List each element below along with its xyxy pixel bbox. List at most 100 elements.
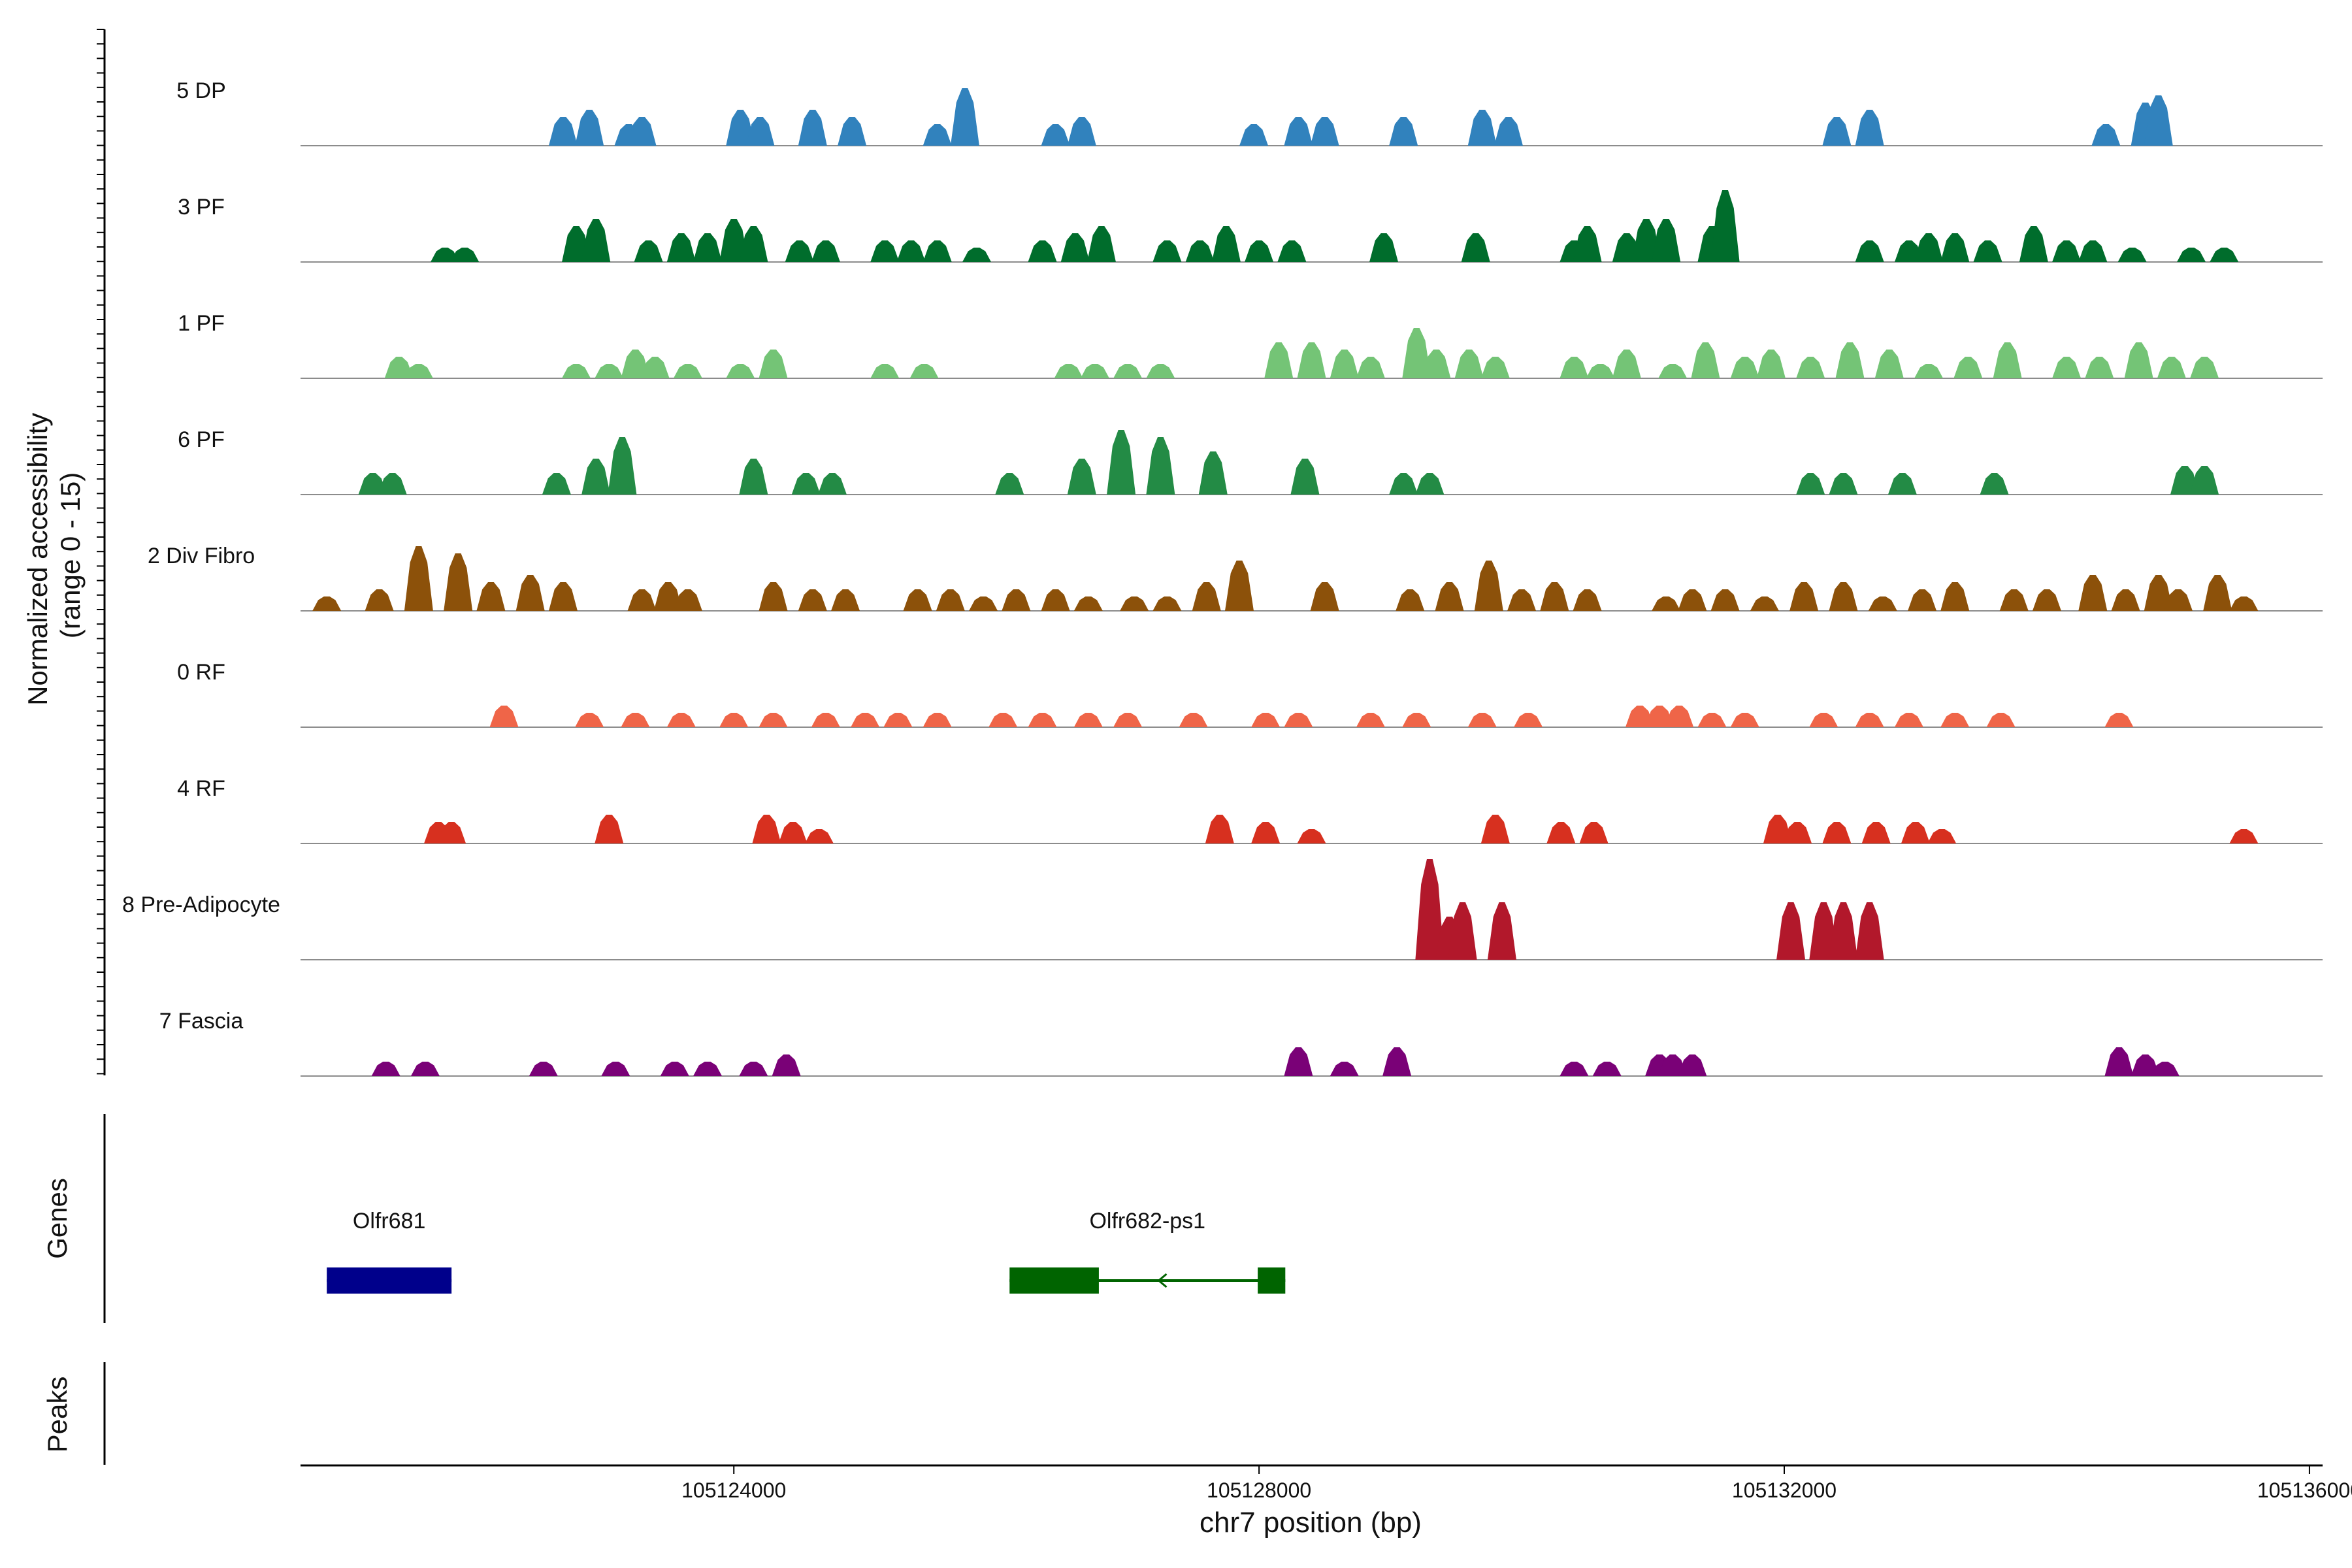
coverage-peak — [1224, 561, 1254, 611]
coverage-peak — [1067, 459, 1096, 495]
track-label: 0 RF — [177, 660, 225, 685]
track-label: 2 Div Fibro — [148, 544, 255, 568]
coverage-peak — [1474, 561, 1503, 611]
coverage-peak — [2078, 575, 2108, 611]
coverage-peak — [962, 248, 992, 262]
coverage-peak — [870, 240, 900, 262]
coverage-peak — [1310, 117, 1339, 146]
coverage-peak — [1763, 815, 1792, 843]
coverage-peak — [791, 473, 821, 495]
coverage-peak — [312, 596, 342, 611]
coverage-peak — [1573, 226, 1602, 262]
coverage-peak — [666, 713, 696, 727]
coverage-peak — [1914, 233, 1944, 262]
coverage-peak — [431, 248, 460, 262]
coverage-peak — [1028, 713, 1057, 727]
coverage-peak — [1192, 582, 1221, 611]
coverage-peak — [1868, 596, 1897, 611]
coverage-peak — [1901, 822, 1930, 843]
coverage-peak — [1120, 596, 1149, 611]
coverage-peak — [1829, 902, 1858, 960]
coverage-peak — [772, 1054, 801, 1076]
coverage-peak — [1678, 589, 1707, 611]
coverage-peak — [1284, 1047, 1313, 1076]
coverage-peak — [798, 589, 827, 611]
coverage-peak — [1789, 582, 1819, 611]
coverage-peak — [1415, 473, 1445, 495]
coverage-peak — [581, 219, 611, 262]
genes-panel-label: Genes — [42, 1178, 73, 1259]
track-label: 7 Fascia — [159, 1009, 244, 1034]
coverage-peak — [378, 473, 407, 495]
coverage-peak — [627, 117, 657, 146]
coverage-peak — [575, 110, 604, 146]
coverage-peak — [581, 459, 611, 495]
coverage-peak — [785, 240, 814, 262]
coverage-peak — [2131, 1054, 2160, 1076]
coverage-peak — [1514, 713, 1543, 727]
coverage-peak — [1710, 190, 1740, 262]
y-axis-label-line1: Normalized accessibility — [22, 413, 53, 706]
coverage-peak — [2111, 589, 2140, 611]
coverage-peak — [693, 233, 723, 262]
coverage-peak — [1809, 713, 1838, 727]
coverage-peak — [739, 459, 768, 495]
coverage-peak — [1783, 822, 1812, 843]
x-axis-ticks: 105124000 105128000 105132000 105136000 — [681, 1465, 2352, 1502]
coverage-peak — [1612, 350, 1641, 378]
coverage-peak — [896, 240, 926, 262]
coverage-peak — [1415, 859, 1445, 960]
coverage-peak — [1710, 589, 1740, 611]
coverage-peak — [1245, 240, 1274, 262]
coverage-peak — [1297, 342, 1326, 378]
coverage-peak — [365, 589, 394, 611]
coverage-peak — [562, 364, 591, 378]
track-label: 4 RF — [177, 776, 225, 801]
coverage-peak — [969, 596, 998, 611]
coverage-peak — [1284, 117, 1313, 146]
coverage-peak — [2124, 342, 2153, 378]
coverage-peak — [627, 589, 657, 611]
coverage-peak — [1356, 713, 1385, 727]
coverage-peak — [1908, 589, 1937, 611]
coverage-peak — [666, 233, 696, 262]
coverage-peak — [2190, 466, 2219, 495]
gene-exon — [327, 1267, 452, 1294]
coverage-peak — [653, 582, 683, 611]
coverage-peak — [2032, 589, 2061, 611]
track-6: 4 RF — [177, 776, 2323, 844]
x-axis-tick-label: 105124000 — [681, 1478, 786, 1502]
coverage-peak — [1645, 706, 1674, 727]
coverage-peak — [995, 473, 1024, 495]
coverage-peak — [1625, 706, 1654, 727]
coverage-peak — [719, 219, 749, 262]
coverage-peak — [1855, 240, 1884, 262]
coverage-peak — [1993, 342, 2022, 378]
coverage-peak — [1179, 713, 1208, 727]
coverage-peak — [1369, 233, 1399, 262]
coverage-peak — [529, 1062, 558, 1076]
coverage-peak — [1835, 342, 1865, 378]
coverage-peak — [575, 713, 604, 727]
coverage-peak — [1467, 713, 1497, 727]
coverage-peak — [548, 582, 578, 611]
coverage-peak — [1940, 233, 1970, 262]
coverage-peak — [2144, 575, 2173, 611]
coverage-peak — [2019, 226, 2048, 262]
coverage-peak — [1560, 357, 1589, 378]
coverage-peak — [1185, 240, 1215, 262]
coverage-peak — [1874, 350, 1904, 378]
coverage-peak — [444, 553, 473, 611]
coverage-peak — [2117, 248, 2147, 262]
coverage-peak — [1691, 342, 1720, 378]
coverage-peak — [2150, 1062, 2180, 1076]
coverage-peak — [1448, 902, 1477, 960]
coverage-peak — [2190, 357, 2219, 378]
coverage-peak — [1480, 815, 1510, 843]
coverage-peak — [2229, 596, 2259, 611]
coverage-peak — [903, 589, 932, 611]
x-axis-label: chr7 position (bp) — [1200, 1507, 1422, 1539]
coverage-peak — [1730, 357, 1759, 378]
x-axis-tick-label: 105136000 — [2257, 1478, 2352, 1502]
coverage-peak — [817, 473, 847, 495]
